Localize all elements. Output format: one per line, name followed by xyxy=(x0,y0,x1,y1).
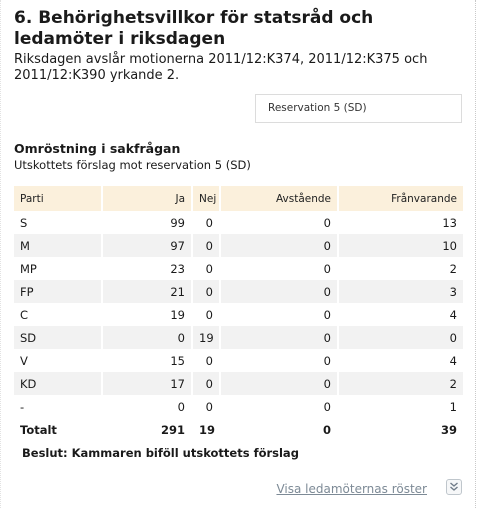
cell-yes: 21 xyxy=(102,280,193,303)
total-abstain: 0 xyxy=(220,418,339,442)
cell-abstain: 0 xyxy=(220,303,339,326)
cell-abstain: 0 xyxy=(220,326,339,349)
cell-party: S xyxy=(14,211,103,234)
column-header-abstain: Avstående xyxy=(220,186,339,211)
cell-party: SD xyxy=(14,326,103,349)
cell-absent: 3 xyxy=(338,280,463,303)
cell-abstain: 0 xyxy=(220,280,339,303)
cell-party: C xyxy=(14,303,103,326)
expand-member-votes-button[interactable] xyxy=(446,479,462,495)
cell-party: FP xyxy=(14,280,103,303)
total-absent: 39 xyxy=(338,418,463,442)
cell-no: 0 xyxy=(192,303,221,326)
vote-table-header-row: Parti Ja Nej Avstående Frånvarande xyxy=(14,186,463,211)
cell-no: 0 xyxy=(192,395,221,418)
reservation-box[interactable]: Reservation 5 (SD) xyxy=(255,94,462,123)
cell-absent: 2 xyxy=(338,372,463,395)
column-header-no: Nej xyxy=(192,186,221,211)
cell-party: MP xyxy=(14,257,103,280)
cell-no: 0 xyxy=(192,234,221,257)
item-heading: 6. Behörighetsvillkor för statsråd och l… xyxy=(14,8,374,49)
cell-no: 0 xyxy=(192,211,221,234)
cell-party: KD xyxy=(14,372,103,395)
total-label: Totalt xyxy=(14,418,103,442)
table-row: MP 23 0 0 2 xyxy=(14,257,463,280)
cell-party: - xyxy=(14,395,103,418)
vote-table: Parti Ja Nej Avstående Frånvarande S 99 0 0… xyxy=(14,186,463,442)
column-header-absent: Frånvarande xyxy=(338,186,463,211)
cell-abstain: 0 xyxy=(220,257,339,280)
cell-party: V xyxy=(14,349,103,372)
show-member-votes-link[interactable]: Visa ledamöternas röster xyxy=(276,482,427,496)
cell-abstain: 0 xyxy=(220,349,339,372)
reservation-label[interactable]: Reservation 5 (SD) xyxy=(268,102,367,114)
table-row: V 15 0 0 4 xyxy=(14,349,463,372)
cell-abstain: 0 xyxy=(220,372,339,395)
cell-yes: 15 xyxy=(102,349,193,372)
cell-absent: 2 xyxy=(338,257,463,280)
cell-party: M xyxy=(14,234,103,257)
total-yes: 291 xyxy=(102,418,193,442)
cell-absent: 4 xyxy=(338,349,463,372)
vote-table-total-row: Totalt 291 19 0 39 xyxy=(14,418,463,442)
table-row: FP 21 0 0 3 xyxy=(14,280,463,303)
cell-yes: 19 xyxy=(102,303,193,326)
column-header-party: Parti xyxy=(14,186,103,211)
cell-absent: 10 xyxy=(338,234,463,257)
cell-no: 0 xyxy=(192,349,221,372)
total-no: 19 xyxy=(192,418,221,442)
cell-absent: 0 xyxy=(338,326,463,349)
cell-yes: 97 xyxy=(102,234,193,257)
table-row: M 97 0 0 10 xyxy=(14,234,463,257)
column-header-yes: Ja xyxy=(102,186,193,211)
cell-abstain: 0 xyxy=(220,395,339,418)
cell-no: 0 xyxy=(192,372,221,395)
cell-yes: 0 xyxy=(102,326,193,349)
table-row: C 19 0 0 4 xyxy=(14,303,463,326)
cell-no: 0 xyxy=(192,280,221,303)
table-row: SD 0 19 0 0 xyxy=(14,326,463,349)
table-row: S 99 0 0 13 xyxy=(14,211,463,234)
cell-absent: 13 xyxy=(338,211,463,234)
cell-no: 0 xyxy=(192,257,221,280)
double-chevron-down-icon xyxy=(450,482,458,491)
cell-yes: 17 xyxy=(102,372,193,395)
decision-proposal-text: Riksdagen avslår motionerna 2011/12:K374… xyxy=(14,52,428,83)
cell-abstain: 0 xyxy=(220,211,339,234)
vote-section-subtitle: Utskottets förslag mot reservation 5 (SD… xyxy=(14,158,251,172)
cell-yes: 23 xyxy=(102,257,193,280)
cell-abstain: 0 xyxy=(220,234,339,257)
cell-absent: 4 xyxy=(338,303,463,326)
table-row: KD 17 0 0 2 xyxy=(14,372,463,395)
vote-panel: 6. Behörighetsvillkor för statsråd och l… xyxy=(0,0,476,508)
cell-absent: 1 xyxy=(338,395,463,418)
cell-yes: 0 xyxy=(102,395,193,418)
decision-text: Beslut: Kammaren biföll utskottets försl… xyxy=(22,446,299,460)
vote-section-title: Omröstning i sakfrågan xyxy=(14,141,181,156)
cell-no: 19 xyxy=(192,326,221,349)
cell-yes: 99 xyxy=(102,211,193,234)
